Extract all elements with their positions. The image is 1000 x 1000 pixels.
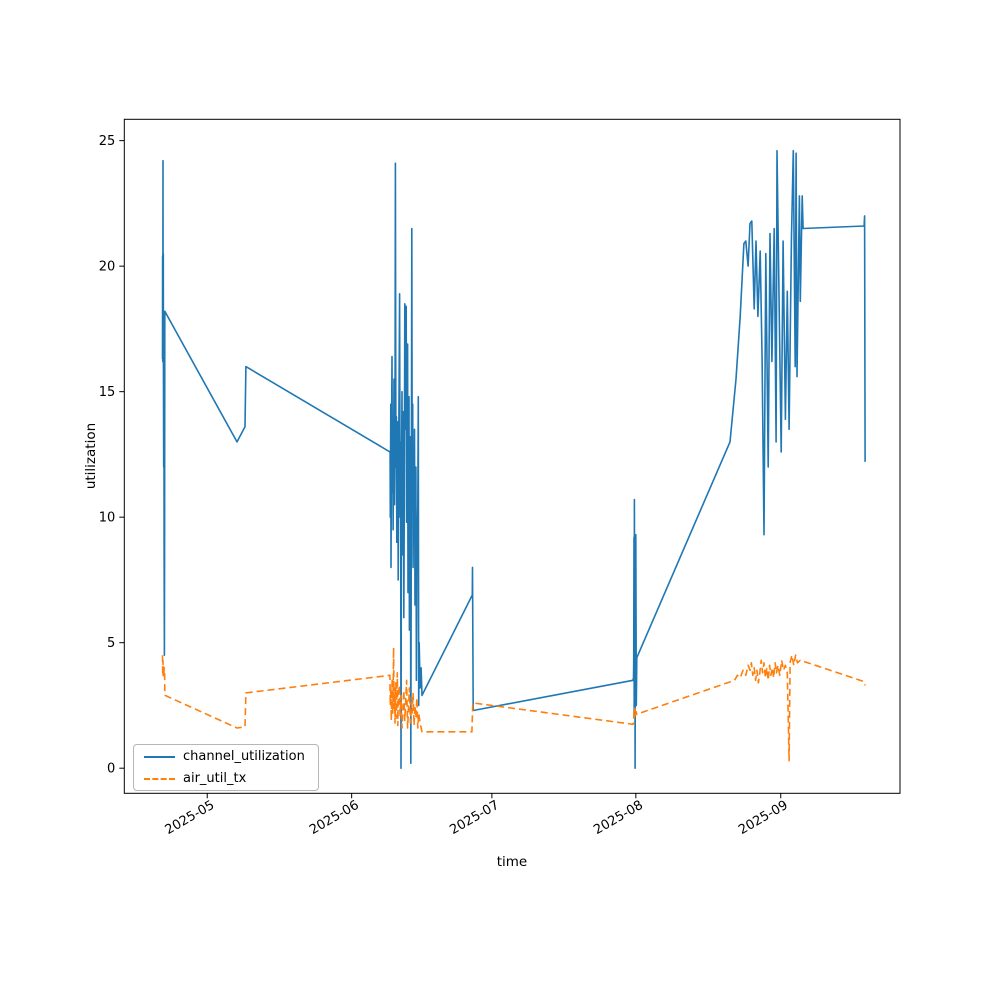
y-tick-label: 25 bbox=[99, 134, 116, 149]
legend-entry-air-util-tx: air_util_tx bbox=[144, 770, 308, 788]
series-line-air_util_tx bbox=[161, 646, 866, 762]
series-line-channel_utilization bbox=[161, 149, 866, 770]
y-tick-label: 15 bbox=[99, 385, 116, 400]
x-tick-label: 2025-08 bbox=[591, 798, 646, 838]
legend: channel_utilization air_util_tx bbox=[133, 744, 319, 791]
legend-label: channel_utilization bbox=[183, 748, 305, 764]
plot-area bbox=[123, 118, 901, 794]
y-axis-ticks: 0 5 10 15 20 25 bbox=[99, 134, 125, 777]
legend-label: air_util_tx bbox=[183, 770, 247, 786]
x-tick-label: 2025-05 bbox=[163, 798, 218, 838]
y-tick-label: 0 bbox=[107, 762, 115, 777]
x-axis-ticks: 2025-05 2025-06 2025-07 2025-08 2025-09 bbox=[163, 793, 791, 838]
legend-entry-channel-utilization: channel_utilization bbox=[144, 748, 308, 766]
y-axis-label: utilization bbox=[83, 423, 99, 489]
y-tick-label: 10 bbox=[99, 511, 116, 526]
legend-line-solid-icon bbox=[144, 755, 175, 758]
x-tick-label: 2025-07 bbox=[447, 798, 502, 838]
x-tick-label: 2025-06 bbox=[307, 798, 362, 838]
legend-line-dashed-icon bbox=[144, 777, 175, 780]
y-tick-label: 5 bbox=[107, 636, 115, 651]
x-tick-label: 2025-09 bbox=[736, 798, 791, 838]
x-axis-label: time bbox=[497, 854, 528, 870]
series-lines bbox=[161, 149, 866, 770]
y-tick-label: 20 bbox=[99, 260, 116, 275]
